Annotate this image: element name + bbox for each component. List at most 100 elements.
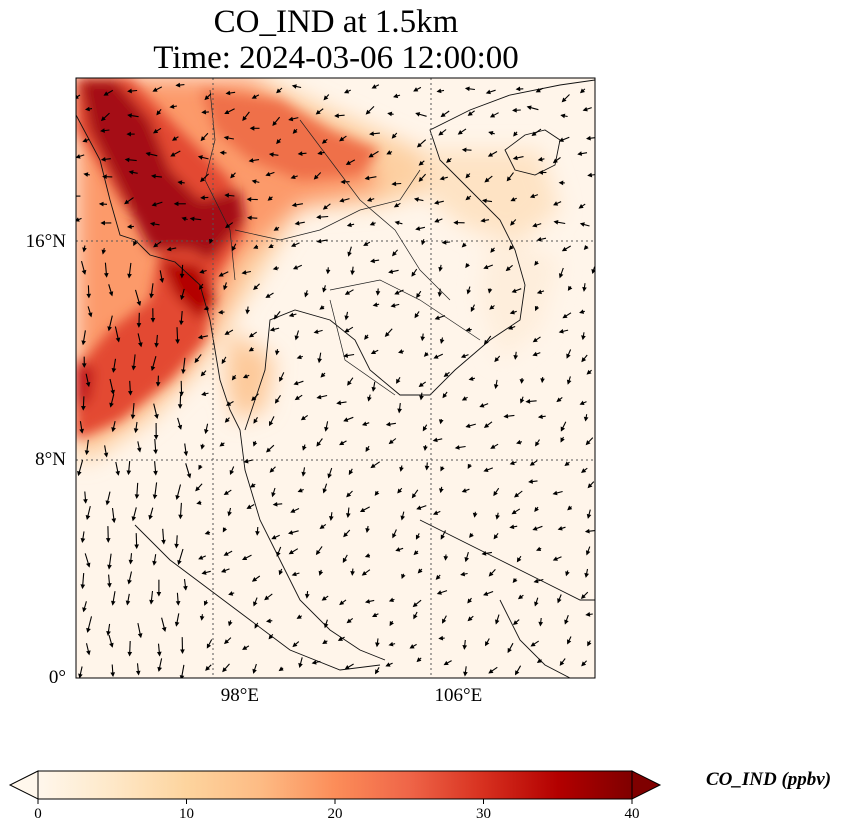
wind-arrow-head [105, 538, 111, 543]
wind-arrow-head [161, 539, 166, 545]
wind-arrow-head [205, 665, 211, 671]
wind-arrow-head [586, 369, 592, 375]
wind-arrow-head [198, 464, 203, 470]
wind-arrow-head [416, 142, 422, 148]
wind-arrow-head [361, 421, 367, 426]
wind-arrow-head [179, 273, 185, 279]
wind-arrow-head [416, 293, 421, 299]
wind-arrow-head [370, 463, 376, 469]
wind-arrow-head [388, 641, 394, 647]
wind-arrow-head [127, 651, 133, 657]
wind-arrow-head [177, 180, 183, 185]
wind-arrow-head [227, 621, 233, 627]
wind-arrow-head [76, 217, 80, 222]
wind-arrow-head [443, 372, 449, 377]
wind-arrow-head [346, 222, 352, 228]
wind-arrow-head [398, 349, 404, 354]
wind-arrow-head [109, 642, 114, 648]
wind-arrow-head [386, 150, 392, 155]
wind-arrow-head [224, 417, 230, 423]
coastlines [76, 79, 595, 678]
wind-arrow-head [566, 379, 572, 385]
wind-arrow-head [179, 320, 184, 326]
wind-arrow-head [200, 195, 205, 200]
wind-arrow-head [529, 193, 536, 199]
wind-arrow-head [324, 426, 329, 432]
wind-arrow-head [156, 592, 162, 597]
wind-arrow-head [204, 95, 210, 101]
wind-arrow-head [561, 246, 568, 252]
wind-arrow-head [508, 245, 514, 251]
wind-arrow-head [128, 559, 134, 565]
wind-arrow-head [585, 440, 591, 446]
wind-arrow-head [82, 607, 87, 613]
wind-arrow-head [243, 458, 249, 464]
wind-arrow-head [102, 174, 107, 180]
wind-arrow-head [224, 639, 230, 645]
wind-arrow-head [485, 641, 490, 647]
wind-arrow-head [467, 598, 472, 604]
wind-arrow-head [460, 353, 466, 359]
wind-arrow-head [265, 171, 271, 177]
wind-arrow-head [577, 151, 583, 156]
wind-arrow-head [107, 564, 112, 570]
wind-arrow-head [467, 616, 473, 622]
wind-arrow-head [157, 666, 163, 672]
wind-arrow-head [170, 152, 176, 157]
wind-arrow-head [536, 236, 542, 242]
wind-arrow-head [439, 338, 445, 345]
wind-arrow-head [251, 577, 258, 582]
wind-arrow-head [512, 620, 519, 625]
wind-arrow-head [115, 470, 120, 476]
wind-arrow-head [149, 221, 155, 227]
wind-arrow-head [179, 391, 184, 397]
wind-arrow-head [441, 240, 447, 245]
wind-arrow-head [399, 466, 404, 472]
wind-arrow-head [294, 395, 300, 401]
wind-arrow-head [231, 246, 237, 252]
wind-arrow-head [531, 131, 537, 137]
wind-arrow-head [552, 158, 558, 164]
wind-arrow-head [77, 470, 82, 477]
wind-arrow-head [290, 174, 296, 180]
wind-arrow-head [294, 335, 300, 341]
wind-arrow-head [489, 113, 496, 118]
wind-arrow-head [422, 426, 428, 432]
wind-arrow-head [152, 128, 159, 134]
wind-arrow-head [105, 500, 111, 506]
wind-arrow-head [82, 247, 87, 253]
wind-arrow-head [393, 93, 399, 99]
wind-arrow-head [415, 534, 421, 540]
wind-arrow-head [137, 633, 143, 639]
wind-arrow-head [183, 451, 189, 457]
wind-arrow-head [564, 619, 569, 625]
lat-tick-label: 16°N [25, 230, 66, 252]
wind-arrow-head [296, 354, 302, 360]
wind-arrow-head [83, 498, 88, 504]
wind-arrow-head [339, 197, 345, 203]
wind-arrow-head [512, 107, 517, 113]
wind-arrow-head [304, 292, 309, 298]
wind-arrow-head [560, 113, 566, 119]
wind-arrow-head [156, 110, 162, 116]
wind-arrow-head [292, 265, 299, 270]
map-subtitle-time: Time: 2024-03-06 12:00:00 [153, 40, 519, 76]
wind-arrow-head [388, 269, 394, 274]
wind-arrow-head [416, 505, 422, 510]
wind-arrow-head [253, 601, 258, 607]
wind-arrow-head [519, 379, 525, 384]
wind-arrow-head [513, 131, 518, 137]
wind-arrow-head [468, 376, 474, 381]
wind-arrow-head [137, 342, 143, 348]
colorbar-tick-label: 10 [179, 806, 194, 822]
wind-arrow-head [298, 662, 303, 668]
wind-arrow-head [533, 578, 539, 584]
wind-arrow-head [339, 600, 345, 606]
wind-arrow-head [509, 460, 515, 466]
wind-arrow-head [438, 130, 444, 136]
wind-arrow-head [467, 111, 473, 116]
wind-arrow-head [219, 441, 225, 447]
wind-arrow-head [432, 510, 439, 515]
wind-arrow-head [321, 596, 327, 601]
wind-arrow-head [173, 201, 179, 207]
